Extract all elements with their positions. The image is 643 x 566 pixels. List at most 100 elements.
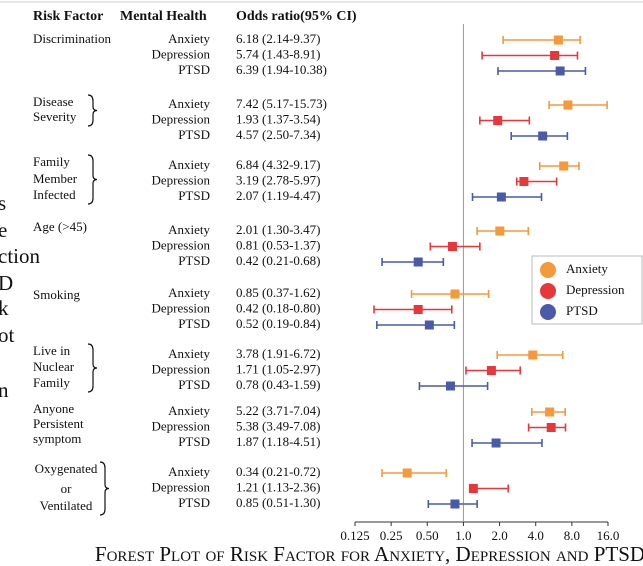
risk-factor: Live in bbox=[33, 343, 71, 358]
page-fragment: n bbox=[0, 378, 9, 402]
mental-health: Depression bbox=[152, 300, 211, 315]
mental-health: PTSD bbox=[178, 434, 210, 449]
odds-ratio: 1.71 (1.05-2.97) bbox=[236, 361, 321, 376]
page-fragment: ction bbox=[0, 244, 40, 268]
odds-ratio: 0.42 (0.21-0.68) bbox=[236, 253, 321, 268]
risk-factor: Member bbox=[33, 171, 78, 186]
risk-factor: Age (>45) bbox=[33, 219, 87, 234]
mental-health: PTSD bbox=[178, 495, 210, 510]
risk-factor: Family bbox=[33, 375, 70, 390]
risk-factor: Ventilated bbox=[40, 498, 93, 513]
brace bbox=[87, 94, 98, 127]
odds-ratio: 0.78 (0.43-1.59) bbox=[236, 377, 321, 392]
mental-health: Anxiety bbox=[168, 96, 210, 111]
mental-health: Anxiety bbox=[168, 285, 210, 300]
odds-ratio: 5.22 (3.71-7.04) bbox=[236, 403, 321, 418]
risk-factor: Oxygenated bbox=[35, 461, 98, 476]
point bbox=[450, 289, 460, 299]
odds-ratio: 0.81 (0.53-1.37) bbox=[236, 237, 321, 252]
odds-ratio: 6.18 (2.14-9.37) bbox=[236, 31, 321, 46]
odds-ratio: 6.84 (4.32-9.17) bbox=[236, 157, 321, 172]
header: Odds ratio(95% CI) bbox=[236, 9, 357, 24]
legend-label: PTSD bbox=[566, 303, 598, 318]
point bbox=[550, 51, 560, 60]
page-fragment: D bbox=[0, 271, 13, 295]
risk-factor: or bbox=[61, 481, 73, 496]
point bbox=[486, 366, 496, 375]
point bbox=[445, 381, 455, 391]
risk-factor: Discrimination bbox=[33, 31, 111, 46]
point bbox=[495, 226, 505, 236]
odds-ratio: 3.19 (2.78-5.97) bbox=[236, 172, 321, 187]
legend-marker bbox=[540, 304, 556, 320]
mental-health: Anxiety bbox=[168, 346, 210, 361]
x-tick-label: 0.50 bbox=[416, 528, 439, 543]
page-fragment: s bbox=[0, 191, 6, 215]
chart-title: Forest Plot of Risk Factor for Anxiety, … bbox=[95, 542, 643, 566]
risk-factor: Smoking bbox=[33, 287, 80, 302]
mental-health: PTSD bbox=[178, 377, 210, 392]
mental-health: Depression bbox=[152, 237, 211, 252]
x-tick-label: 0.25 bbox=[380, 528, 403, 543]
mental-health: Depression bbox=[152, 479, 211, 494]
point bbox=[468, 484, 478, 493]
header: Mental Health bbox=[120, 9, 207, 24]
mental-health: Depression bbox=[152, 111, 211, 126]
brace bbox=[99, 461, 110, 516]
point bbox=[555, 66, 565, 76]
mental-health: Anxiety bbox=[168, 403, 210, 418]
odds-ratio: 0.85 (0.51-1.30) bbox=[236, 495, 321, 510]
header: Risk Factor bbox=[33, 9, 103, 24]
risk-factor: symptom bbox=[33, 431, 81, 446]
x-tick-label: 2.0 bbox=[491, 528, 507, 543]
point bbox=[491, 438, 501, 448]
page-fragment: k bbox=[0, 296, 9, 320]
x-tick-label: 1.0 bbox=[455, 528, 471, 543]
risk-factor: Persistent bbox=[33, 416, 84, 431]
odds-ratio: 7.42 (5.17-15.73) bbox=[236, 96, 327, 111]
mental-health: PTSD bbox=[178, 127, 210, 142]
mental-health: Anxiety bbox=[168, 222, 210, 237]
mental-health: Depression bbox=[152, 46, 211, 61]
point bbox=[447, 242, 457, 251]
odds-ratio: 1.21 (1.13-2.36) bbox=[236, 479, 321, 494]
legend-label: Depression bbox=[566, 282, 625, 297]
odds-ratio: 1.93 (1.37-3.54) bbox=[236, 111, 321, 126]
point bbox=[413, 305, 423, 314]
odds-ratio: 1.87 (1.18-4.51) bbox=[236, 434, 321, 449]
brace bbox=[87, 343, 98, 393]
mental-health: PTSD bbox=[178, 188, 210, 203]
odds-ratio: 0.52 (0.19-0.84) bbox=[236, 316, 321, 331]
x-tick-label: 4.0 bbox=[528, 528, 544, 543]
odds-ratio: 0.34 (0.21-0.72) bbox=[236, 464, 321, 479]
mental-health: Anxiety bbox=[168, 464, 210, 479]
point bbox=[493, 116, 503, 125]
mental-health: PTSD bbox=[178, 316, 210, 331]
mental-health: Depression bbox=[152, 418, 211, 433]
odds-ratio: 6.39 (1.94-10.38) bbox=[236, 62, 327, 77]
point bbox=[519, 177, 529, 186]
point bbox=[563, 100, 573, 110]
odds-ratio: 2.01 (1.30-3.47) bbox=[236, 222, 321, 237]
x-tick-label: 8.0 bbox=[564, 528, 580, 543]
mental-health: Depression bbox=[152, 172, 211, 187]
point bbox=[450, 499, 460, 509]
mental-health: Depression bbox=[152, 361, 211, 376]
odds-ratio: 2.07 (1.19-4.47) bbox=[236, 188, 321, 203]
legend-label: Anxiety bbox=[566, 261, 608, 276]
mental-health: Anxiety bbox=[168, 157, 210, 172]
legend-marker bbox=[540, 283, 556, 299]
point bbox=[559, 161, 569, 171]
odds-ratio: 0.85 (0.37-1.62) bbox=[236, 285, 321, 300]
odds-ratio: 5.38 (3.49-7.08) bbox=[236, 418, 321, 433]
legend-marker bbox=[540, 262, 556, 278]
mental-health: PTSD bbox=[178, 62, 210, 77]
page-fragment: ot bbox=[0, 323, 15, 347]
risk-factor: Infected bbox=[33, 187, 76, 202]
brace bbox=[87, 154, 98, 205]
point bbox=[545, 407, 555, 417]
risk-factor: Disease bbox=[33, 94, 74, 109]
point bbox=[546, 423, 556, 432]
